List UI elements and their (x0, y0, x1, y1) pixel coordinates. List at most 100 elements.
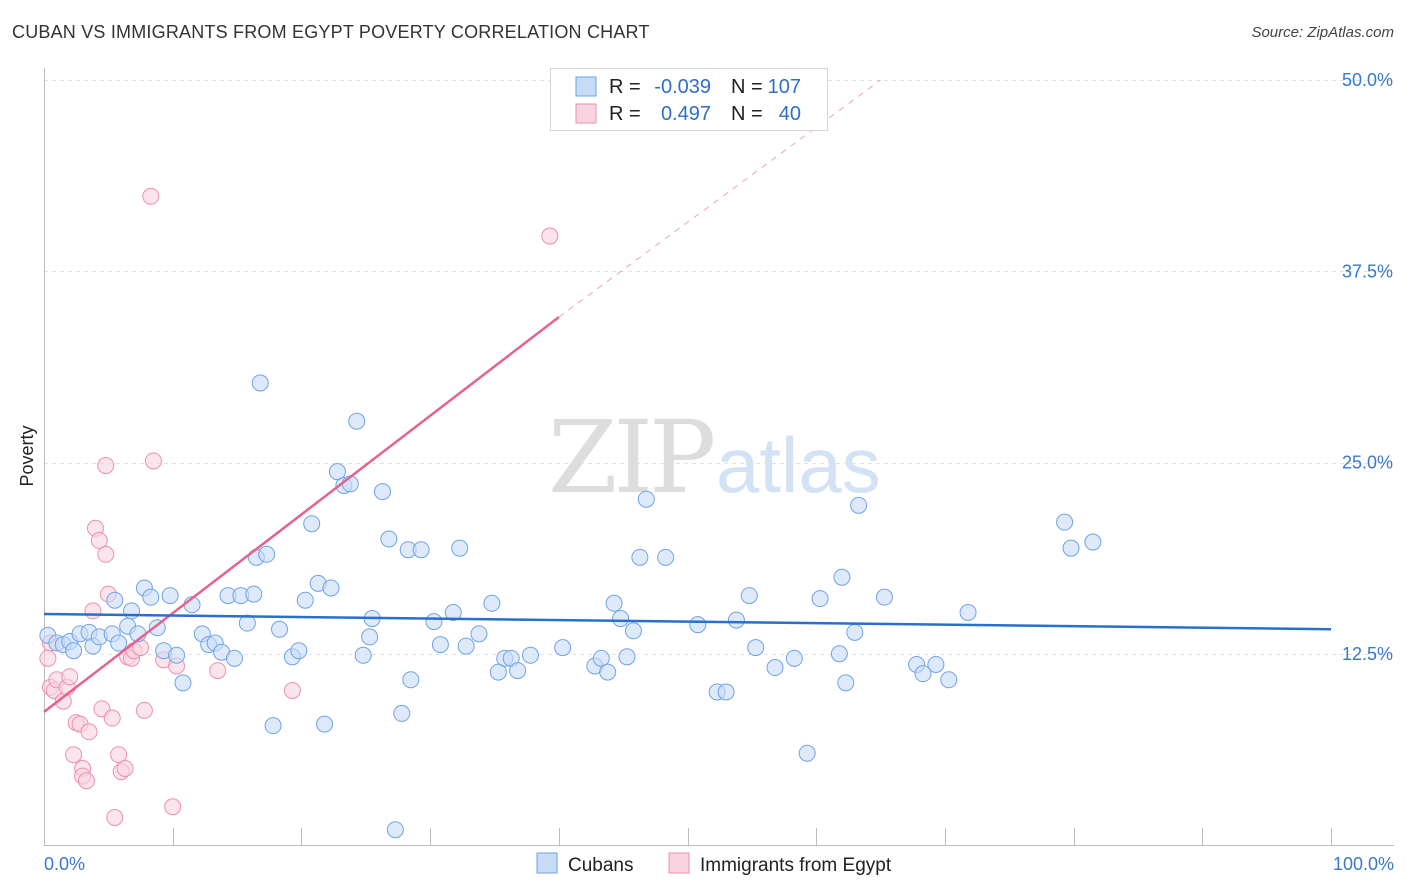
cubans-point (798, 744, 816, 762)
egypt-point (283, 681, 301, 699)
cubans-point (717, 683, 735, 701)
cubans-point (290, 642, 308, 660)
cubans-point (303, 515, 321, 533)
watermark-atlas: atlas (716, 421, 881, 509)
cubans-point (470, 625, 488, 643)
cubans-point (225, 649, 243, 667)
cubans-point (322, 579, 340, 597)
egypt-point (39, 649, 57, 667)
x-tick-min: 0.0% (44, 854, 85, 874)
cubans-point (425, 613, 443, 631)
trendlines (43, 79, 1332, 713)
legend-r-value-2: 0.497 (661, 103, 711, 125)
cubans-point (959, 603, 977, 621)
egypt-point (110, 746, 128, 764)
egypt-point (80, 723, 98, 741)
gridlines (44, 80, 1394, 655)
cubans-point (142, 588, 160, 606)
cubans-point (850, 496, 868, 514)
cubans-point (361, 628, 379, 646)
egypt-point (142, 187, 160, 205)
egypt-point (97, 545, 115, 563)
cubans-point (174, 674, 192, 692)
egypt-point (103, 709, 121, 727)
cubans-point (106, 591, 124, 609)
y-tick-labels: 12.5% 25.0% 37.5% 50.0% (1342, 70, 1393, 664)
cubans-point (592, 649, 610, 667)
cubans-point (412, 541, 430, 559)
cubans-point (451, 539, 469, 557)
y-tick-label: 50.0% (1342, 70, 1393, 90)
cubans-point (489, 663, 507, 681)
egypt-point (90, 532, 108, 550)
cubans-point (316, 715, 334, 733)
cubans-point (637, 490, 655, 508)
cubans-point (785, 649, 803, 667)
egypt-point (84, 602, 102, 620)
cubans-point (914, 665, 932, 683)
cubans-point (740, 587, 758, 605)
cubans-point (747, 639, 765, 657)
cubans-point (168, 646, 186, 664)
cubans-point (599, 663, 617, 681)
y-tick-label: 25.0% (1342, 453, 1393, 473)
egypt-point (541, 227, 559, 245)
cubans-point (245, 585, 263, 603)
bottom-legend-swatch-cubans (536, 852, 558, 874)
cubans-point (251, 374, 269, 392)
bottom-legend-cubans: Cubans (568, 855, 634, 876)
y-axis-title: Poverty (17, 425, 37, 486)
cubans-point (811, 590, 829, 608)
cubans-point (258, 545, 276, 563)
cubans-point (657, 548, 675, 566)
cubans-point (830, 645, 848, 663)
watermark-zip: ZIP (548, 399, 713, 516)
legend-n-label-2: N = (731, 103, 763, 125)
cubans-point (110, 634, 128, 652)
legend-r-label-1: R = (609, 76, 641, 98)
cubans-point (727, 611, 745, 629)
cubans-point (431, 636, 449, 654)
x-ticks (44, 828, 1332, 845)
cubans-trendline (43, 612, 1332, 631)
cubans-point (554, 639, 572, 657)
legend-swatch-egypt (575, 103, 597, 124)
egypt-point (65, 746, 83, 764)
cubans-point (521, 646, 539, 664)
cubans-point (833, 568, 851, 586)
y-tick-label: 37.5% (1342, 261, 1393, 281)
cubans-point (927, 655, 945, 673)
egypt-point (97, 457, 115, 475)
legend-r-value-1: -0.039 (654, 76, 711, 98)
egypt-point (77, 772, 95, 790)
x-tick-max: 100.0% (1333, 854, 1394, 874)
cubans-point (161, 587, 179, 605)
egypt-trendline (43, 316, 560, 713)
top-legend: R = -0.039 N = 107 R = 0.497 N = 40 (550, 68, 828, 131)
egypt-point (209, 662, 227, 680)
cubans-point (624, 622, 642, 640)
cubans-point (618, 648, 636, 666)
cubans-point (444, 603, 462, 621)
cubans-point (837, 674, 855, 692)
cubans-point (689, 616, 707, 634)
cubans-point (846, 623, 864, 641)
cubans-point (373, 483, 391, 501)
cubans-point (1062, 539, 1080, 557)
egypt-point (164, 798, 182, 816)
cubans-point (148, 619, 166, 637)
legend-n-value-1: 107 (768, 76, 801, 98)
bottom-legend-swatch-egypt (668, 852, 690, 874)
cubans-point (271, 620, 289, 638)
watermark: ZIP atlas (548, 399, 881, 516)
cubans-point (402, 671, 420, 689)
cubans-point (509, 662, 527, 680)
cubans-point (605, 594, 623, 612)
cubans-point (457, 637, 475, 655)
source-label: Source: ZipAtlas.com (1251, 24, 1394, 41)
cubans-point (264, 717, 282, 735)
egypt-point (116, 760, 134, 777)
cubans-points (39, 374, 1102, 839)
cubans-point (612, 610, 630, 628)
